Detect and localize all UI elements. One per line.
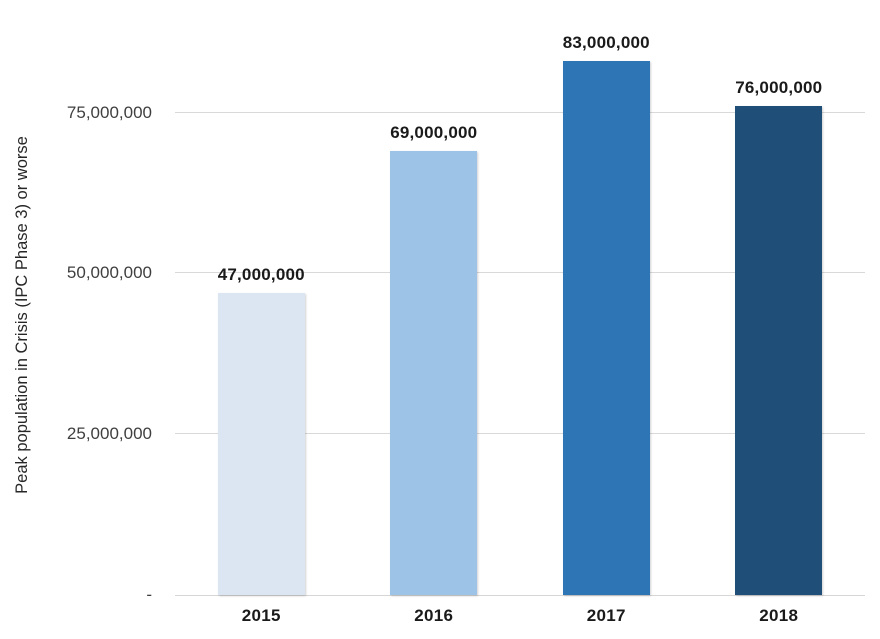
gridline: [175, 433, 865, 435]
bar-slot: 83,000,000: [520, 0, 693, 595]
bar-value-label: 76,000,000: [735, 78, 823, 98]
x-tick-label: 2016: [414, 606, 454, 625]
bar-slot: 47,000,000: [175, 0, 348, 595]
x-tick-label: 2015: [241, 606, 281, 625]
x-tick-label: 2017: [586, 606, 626, 625]
bar: [735, 106, 823, 595]
bar-series: 47,000,000 69,000,000 83,000,000 76,000,000: [175, 0, 865, 595]
x-tick-label: 2018: [759, 606, 799, 625]
bar-slot: 76,000,000: [693, 0, 866, 595]
y-tick-label: 50,000,000: [66, 263, 152, 283]
y-tick-label: 25,000,000: [66, 424, 152, 444]
y-tick-label: 75,000,000: [66, 102, 152, 122]
x-axis-category-labels: 2015 2016 2017 2018: [175, 606, 865, 626]
gridline: [175, 111, 865, 113]
bar: [390, 151, 478, 595]
gridline: [175, 272, 865, 274]
bar-slot: 69,000,000: [348, 0, 521, 595]
bar-value-label: 47,000,000: [217, 264, 305, 284]
bar: [562, 61, 650, 595]
bar-value-label: 69,000,000: [390, 123, 478, 143]
bar-value-label: 83,000,000: [562, 33, 650, 53]
bar: [217, 292, 305, 595]
y-axis-tick-labels: - 25,000,000 50,000,000 75,000,000: [0, 0, 152, 604]
plot-area: 47,000,000 69,000,000 83,000,000 76,000,000: [175, 0, 865, 596]
y-tick-label: -: [146, 585, 152, 604]
